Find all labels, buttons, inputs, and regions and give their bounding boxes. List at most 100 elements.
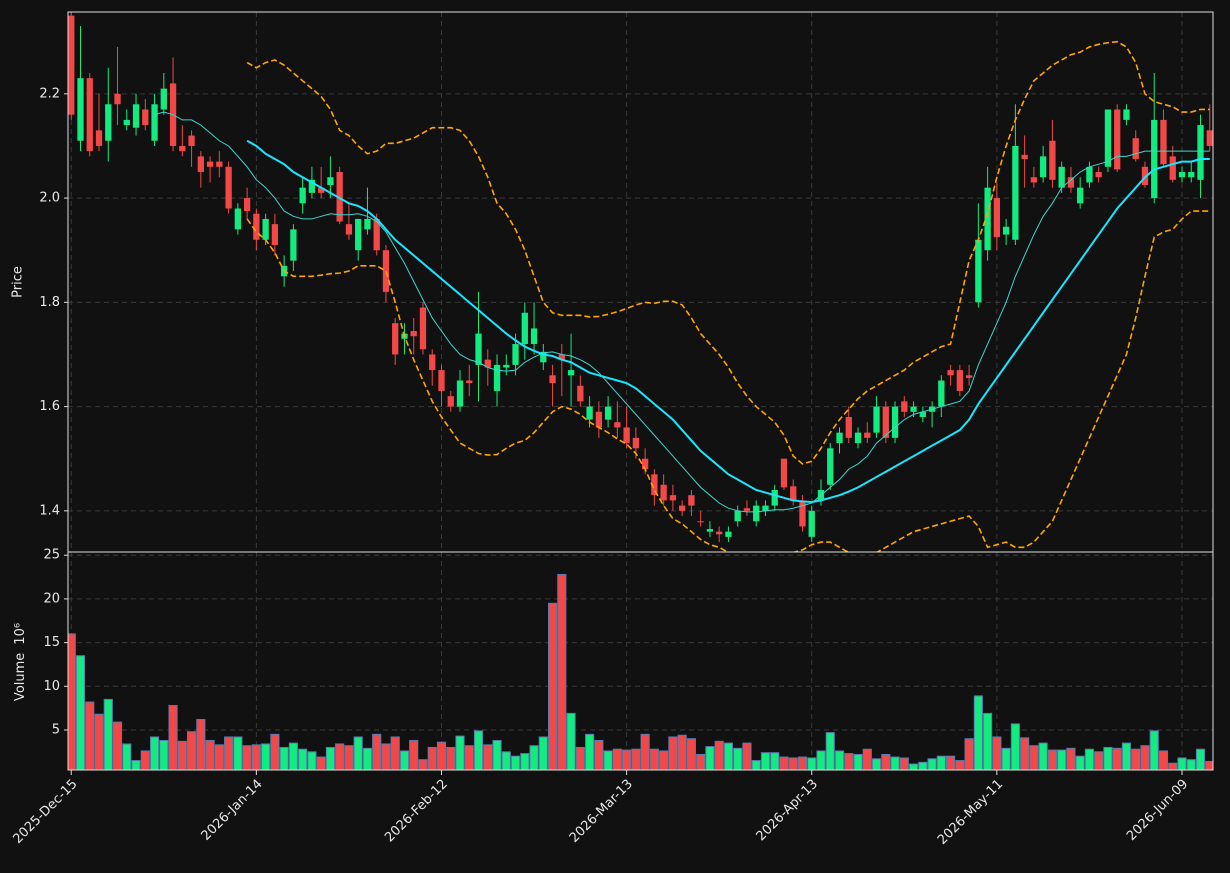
candle-body — [540, 351, 547, 363]
volume-bar — [242, 745, 252, 770]
volume-tick-label: 20 — [43, 591, 60, 606]
candle-body — [799, 500, 806, 527]
volume-tick-label: 10 — [43, 679, 60, 694]
volume-bar — [122, 743, 132, 770]
candle-body — [947, 370, 954, 376]
candle-body — [632, 437, 640, 449]
series-line — [154, 111, 1210, 513]
volume-bar — [501, 751, 511, 770]
volume-bar — [1158, 750, 1169, 770]
candle-body — [355, 218, 362, 251]
candle-body — [123, 119, 130, 126]
volume-axis-label: Volume 10⁶ — [13, 623, 28, 701]
candle-body — [271, 224, 279, 245]
candle-body — [105, 104, 112, 141]
candle-body — [327, 177, 334, 186]
volume-bar — [483, 744, 493, 770]
volume-bar — [964, 738, 974, 770]
volume-bar — [770, 752, 780, 770]
volume-bar — [1075, 755, 1085, 770]
volume-bar — [983, 712, 993, 770]
volume-frame — [67, 551, 1214, 771]
volume-bar — [733, 747, 743, 770]
candle-body — [854, 432, 862, 444]
candle-body — [234, 208, 241, 230]
candle-body — [419, 307, 427, 350]
volume-bar — [520, 753, 530, 770]
candle-body — [466, 380, 473, 384]
candle-body — [743, 508, 751, 511]
volume-bar — [1029, 745, 1039, 770]
volume-bar — [631, 748, 641, 770]
volume-bar — [112, 721, 123, 770]
candle-body — [197, 156, 204, 173]
volume-bar — [85, 701, 95, 770]
volume-bar — [1168, 762, 1178, 770]
candle-body — [1086, 166, 1093, 183]
volume-tick-label: 25 — [43, 548, 60, 563]
candle-body — [1095, 172, 1102, 178]
candle-body — [364, 218, 371, 230]
volume-bar — [186, 731, 197, 770]
volume-bar — [677, 734, 687, 770]
volume-bar — [575, 746, 585, 770]
volume-bar — [696, 753, 706, 770]
candle-body — [836, 432, 843, 444]
volume-plot — [68, 573, 1213, 770]
candle-body — [771, 489, 778, 506]
candle-body — [512, 344, 519, 365]
volume-bar — [1186, 759, 1196, 770]
candle-body — [984, 187, 991, 251]
volume-tick-label: 15 — [43, 635, 60, 650]
volume-bar — [927, 758, 937, 770]
volume-bar — [1177, 757, 1187, 770]
series-line — [246, 210, 1210, 552]
price-frame — [67, 11, 1214, 553]
volume-bar — [279, 746, 289, 770]
candle-body — [336, 172, 343, 222]
candle-body — [151, 104, 158, 141]
volume-bar — [205, 739, 215, 770]
volume-bar — [510, 755, 521, 770]
candle-body — [373, 218, 380, 251]
candle-body — [669, 495, 677, 501]
candle-body — [790, 486, 797, 501]
x-tick-label: 2026-Mar-13 — [567, 777, 636, 846]
candle-body — [1040, 156, 1047, 178]
candle-body — [95, 130, 103, 146]
volume-bar — [455, 735, 465, 770]
volume-bar — [1140, 745, 1150, 770]
candle-body — [1067, 177, 1075, 188]
volume-bar — [325, 746, 335, 770]
volume-bar — [659, 750, 669, 770]
candle-body — [1169, 156, 1176, 180]
candle-body — [318, 187, 325, 193]
candle-body — [595, 411, 602, 428]
volume-bar — [1047, 749, 1057, 770]
candle-body — [688, 495, 695, 506]
series-line — [246, 139, 1210, 503]
volume-label: Volume — [13, 653, 28, 701]
volume-bar — [871, 758, 882, 770]
candle-body — [410, 330, 417, 337]
candle-body — [993, 198, 1001, 238]
y-tick-label: 2.2 — [39, 86, 60, 101]
volume-bar — [1112, 747, 1122, 770]
candle-body — [1021, 154, 1028, 159]
candle-body — [503, 364, 510, 368]
volume-bar — [409, 739, 419, 770]
volume-bar — [75, 655, 86, 770]
candle-body — [243, 198, 251, 212]
volume-bar — [1149, 730, 1159, 770]
candle-body — [216, 161, 223, 167]
candle-body — [1049, 140, 1056, 180]
candle-body — [1104, 109, 1112, 167]
candle-body — [484, 359, 491, 368]
volume-bar — [714, 740, 724, 770]
volume-bar — [372, 733, 382, 770]
candle-body — [725, 531, 732, 537]
volume-bar — [1121, 742, 1132, 770]
candle-body — [614, 422, 621, 428]
volume-bar — [436, 741, 447, 770]
